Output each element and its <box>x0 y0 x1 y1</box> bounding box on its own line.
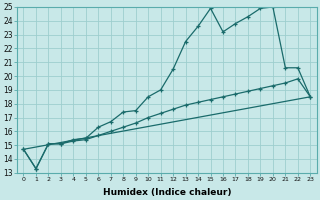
X-axis label: Humidex (Indice chaleur): Humidex (Indice chaleur) <box>103 188 231 197</box>
